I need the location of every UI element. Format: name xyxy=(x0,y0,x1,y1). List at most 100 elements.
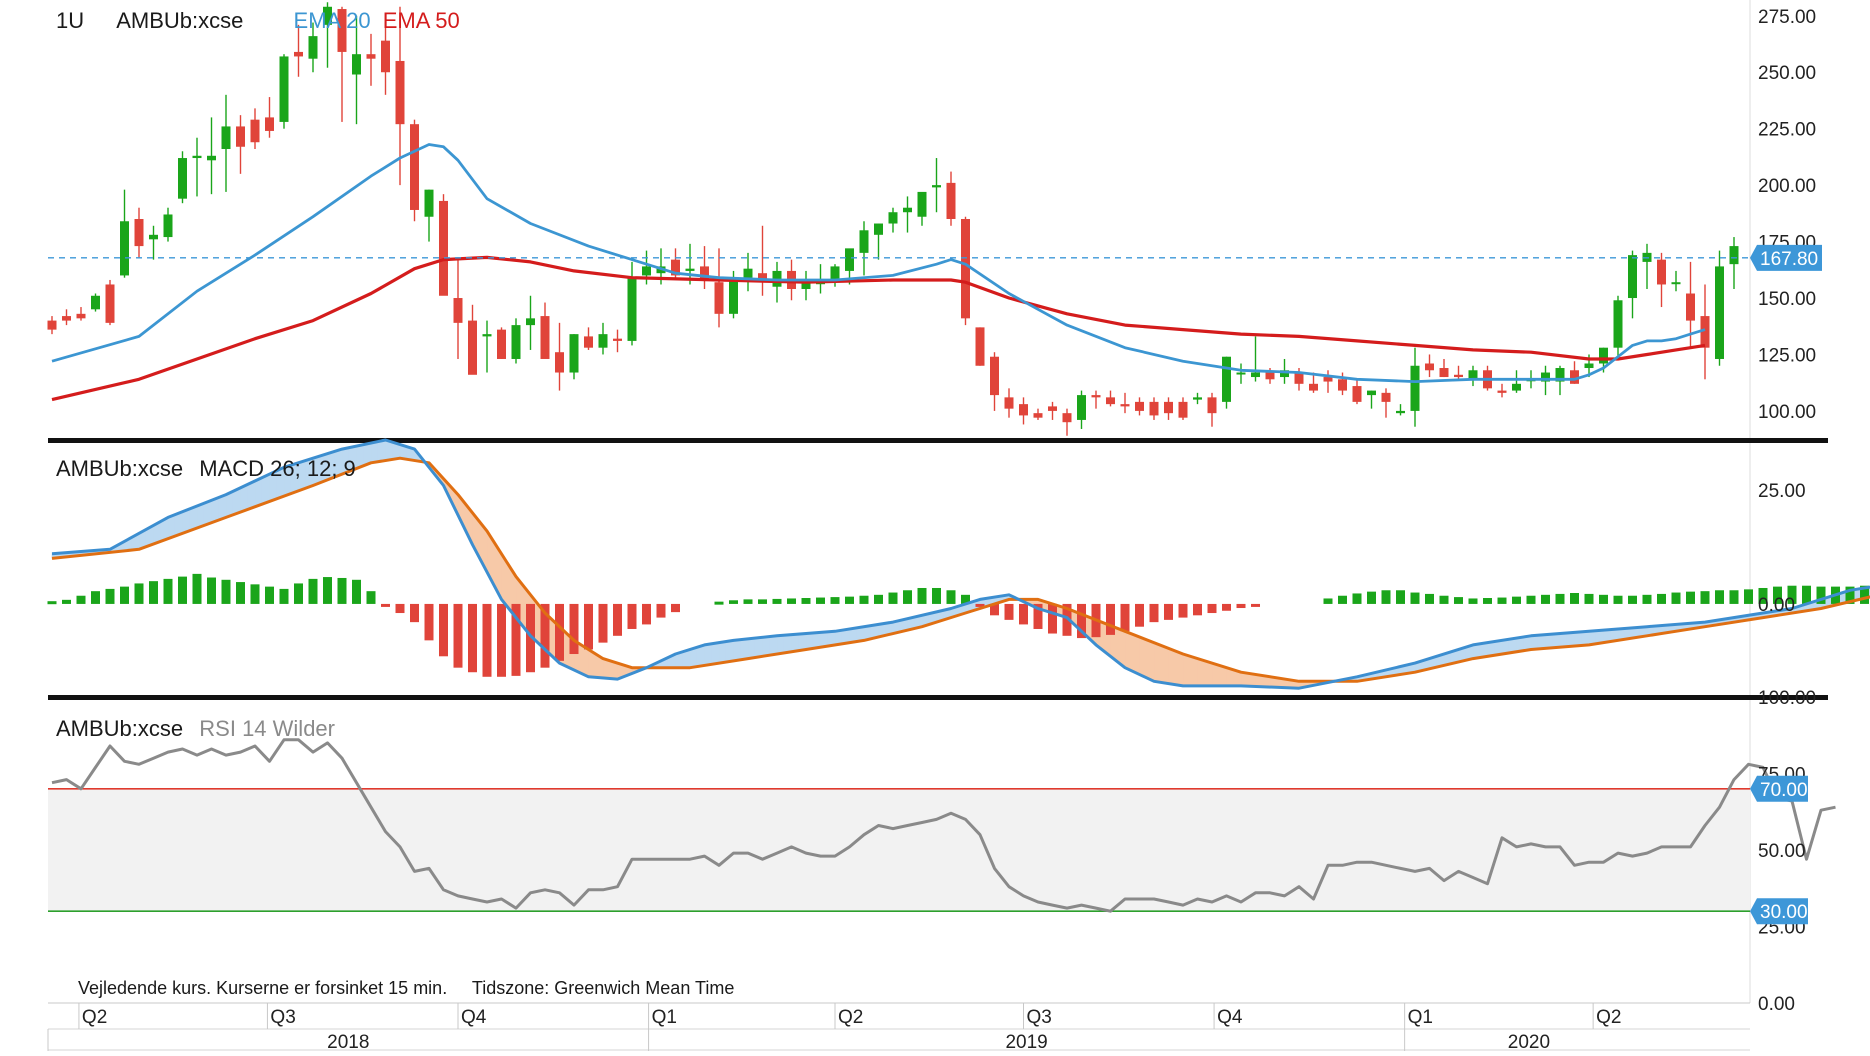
macd-histogram-bar xyxy=(294,583,303,603)
ema-slow-line xyxy=(52,257,1705,399)
macd-histogram-bar xyxy=(1657,594,1666,604)
interval-label[interactable]: 1U xyxy=(56,8,84,33)
macd-fill-segment xyxy=(712,643,719,665)
macd-histogram-bar xyxy=(178,577,187,604)
candle-body xyxy=(555,352,564,372)
macd-histogram-bar xyxy=(323,577,332,604)
candle-body xyxy=(280,56,289,121)
candle-body xyxy=(1353,386,1362,402)
candle-body xyxy=(947,183,956,219)
macd-histogram-bar xyxy=(1454,597,1463,604)
macd-fill-segment xyxy=(1538,635,1545,649)
candle-body xyxy=(715,282,724,314)
candle-body xyxy=(889,212,898,223)
candle-body xyxy=(1092,395,1101,397)
candle-body xyxy=(207,156,216,161)
candle-body xyxy=(1324,377,1333,382)
macd-header: AMBUb:xcse MACD 26; 12; 9 xyxy=(56,456,356,482)
macd-fill-segment xyxy=(741,639,748,660)
macd-histogram-bar xyxy=(845,597,854,604)
macd-histogram-bar xyxy=(1005,604,1014,620)
macd-histogram-bar xyxy=(802,598,811,604)
macd-fill-segment xyxy=(1198,659,1205,686)
candle-body xyxy=(1309,384,1318,391)
timezone-text: Tidszone: Greenwich Mean Time xyxy=(472,978,734,998)
candle-body xyxy=(1106,397,1115,404)
macd-fill-segment xyxy=(371,442,378,463)
macd-histogram-bar xyxy=(1150,604,1159,622)
macd-histogram-bar xyxy=(1643,595,1652,604)
macd-histogram-bar xyxy=(120,587,129,604)
candle-body xyxy=(1585,363,1594,368)
macd-title[interactable]: MACD 26; 12; 9 xyxy=(199,456,356,481)
quarter-label: Q4 xyxy=(1217,1007,1243,1028)
quarter-label: Q2 xyxy=(1596,1007,1621,1028)
macd-histogram-bar xyxy=(1498,598,1507,604)
macd-histogram-bar xyxy=(1585,594,1594,604)
candle-body xyxy=(91,296,100,310)
price-tick-label: 275.00 xyxy=(1758,7,1816,28)
candle-body xyxy=(236,126,245,146)
macd-histogram-bar xyxy=(352,580,361,604)
candle-body xyxy=(686,269,695,271)
quarter-label: Q4 xyxy=(461,1007,487,1028)
quarter-label: Q1 xyxy=(1408,1007,1433,1028)
macd-histogram-bar xyxy=(483,604,492,677)
macd-fill-segment xyxy=(1132,634,1139,674)
macd-histogram-bar xyxy=(628,604,637,629)
macd-histogram-bar xyxy=(77,596,86,604)
rsi-tick-label: 0.00 xyxy=(1758,994,1795,1015)
macd-histogram-bar xyxy=(1628,596,1637,604)
candle-body xyxy=(381,41,390,73)
macd-histogram-bar xyxy=(1701,591,1710,604)
macd-histogram-bar xyxy=(657,604,666,618)
candle-body xyxy=(164,214,173,237)
macd-histogram-bar xyxy=(1715,590,1724,604)
candle-body xyxy=(932,185,941,187)
macd-fill-segment xyxy=(792,634,799,652)
candle-body xyxy=(1454,375,1463,377)
candle-body xyxy=(1005,397,1014,408)
macd-histogram-bar xyxy=(729,600,738,604)
ema-fast-label[interactable]: EMA 20 xyxy=(294,8,371,33)
macd-histogram-bar xyxy=(454,604,463,668)
candle-body xyxy=(1019,404,1028,415)
macd-fill-segment xyxy=(755,637,762,657)
macd-histogram-bar xyxy=(1686,592,1695,604)
macd-histogram-bar xyxy=(497,604,506,677)
macd-fill-segment xyxy=(1582,631,1589,645)
ema-fast-line xyxy=(52,145,1705,382)
candle-body xyxy=(1440,368,1449,377)
macd-histogram-bar xyxy=(265,587,274,604)
candle-body xyxy=(1672,282,1681,284)
macd-histogram-bar xyxy=(932,588,941,604)
macd-histogram-bar xyxy=(1469,598,1478,603)
candle-body xyxy=(1034,413,1043,418)
candle-body xyxy=(584,336,593,347)
macd-fill-segment xyxy=(378,440,385,462)
rsi-title[interactable]: RSI 14 Wilder xyxy=(199,716,335,741)
candle-body xyxy=(642,266,651,275)
macd-histogram-bar xyxy=(860,596,869,604)
candle-body xyxy=(1150,402,1159,416)
symbol-label[interactable]: AMBUb:xcse xyxy=(116,8,243,33)
macd-histogram-bar xyxy=(903,590,912,604)
macd-histogram-bar xyxy=(1483,598,1492,604)
candle-body xyxy=(1135,402,1144,411)
macd-histogram-bar xyxy=(1019,604,1028,624)
macd-histogram-bar xyxy=(468,604,477,672)
macd-fill-segment xyxy=(806,633,813,650)
ema-slow-label[interactable]: EMA 50 xyxy=(383,8,460,33)
macd-fill-segment xyxy=(784,635,791,653)
macd-histogram-bar xyxy=(1338,596,1347,604)
candle-body xyxy=(918,192,927,217)
macd-fill-segment xyxy=(1147,640,1154,682)
rsi-header: AMBUb:xcse RSI 14 Wilder xyxy=(56,716,335,742)
candle-body xyxy=(1396,411,1405,413)
candle-body xyxy=(483,334,492,336)
macd-histogram-bar xyxy=(918,588,927,604)
candle-body xyxy=(410,124,419,210)
macd-fill-segment xyxy=(799,634,806,651)
macd-fill-segment xyxy=(1546,634,1553,648)
macd-histogram-bar xyxy=(309,579,318,604)
